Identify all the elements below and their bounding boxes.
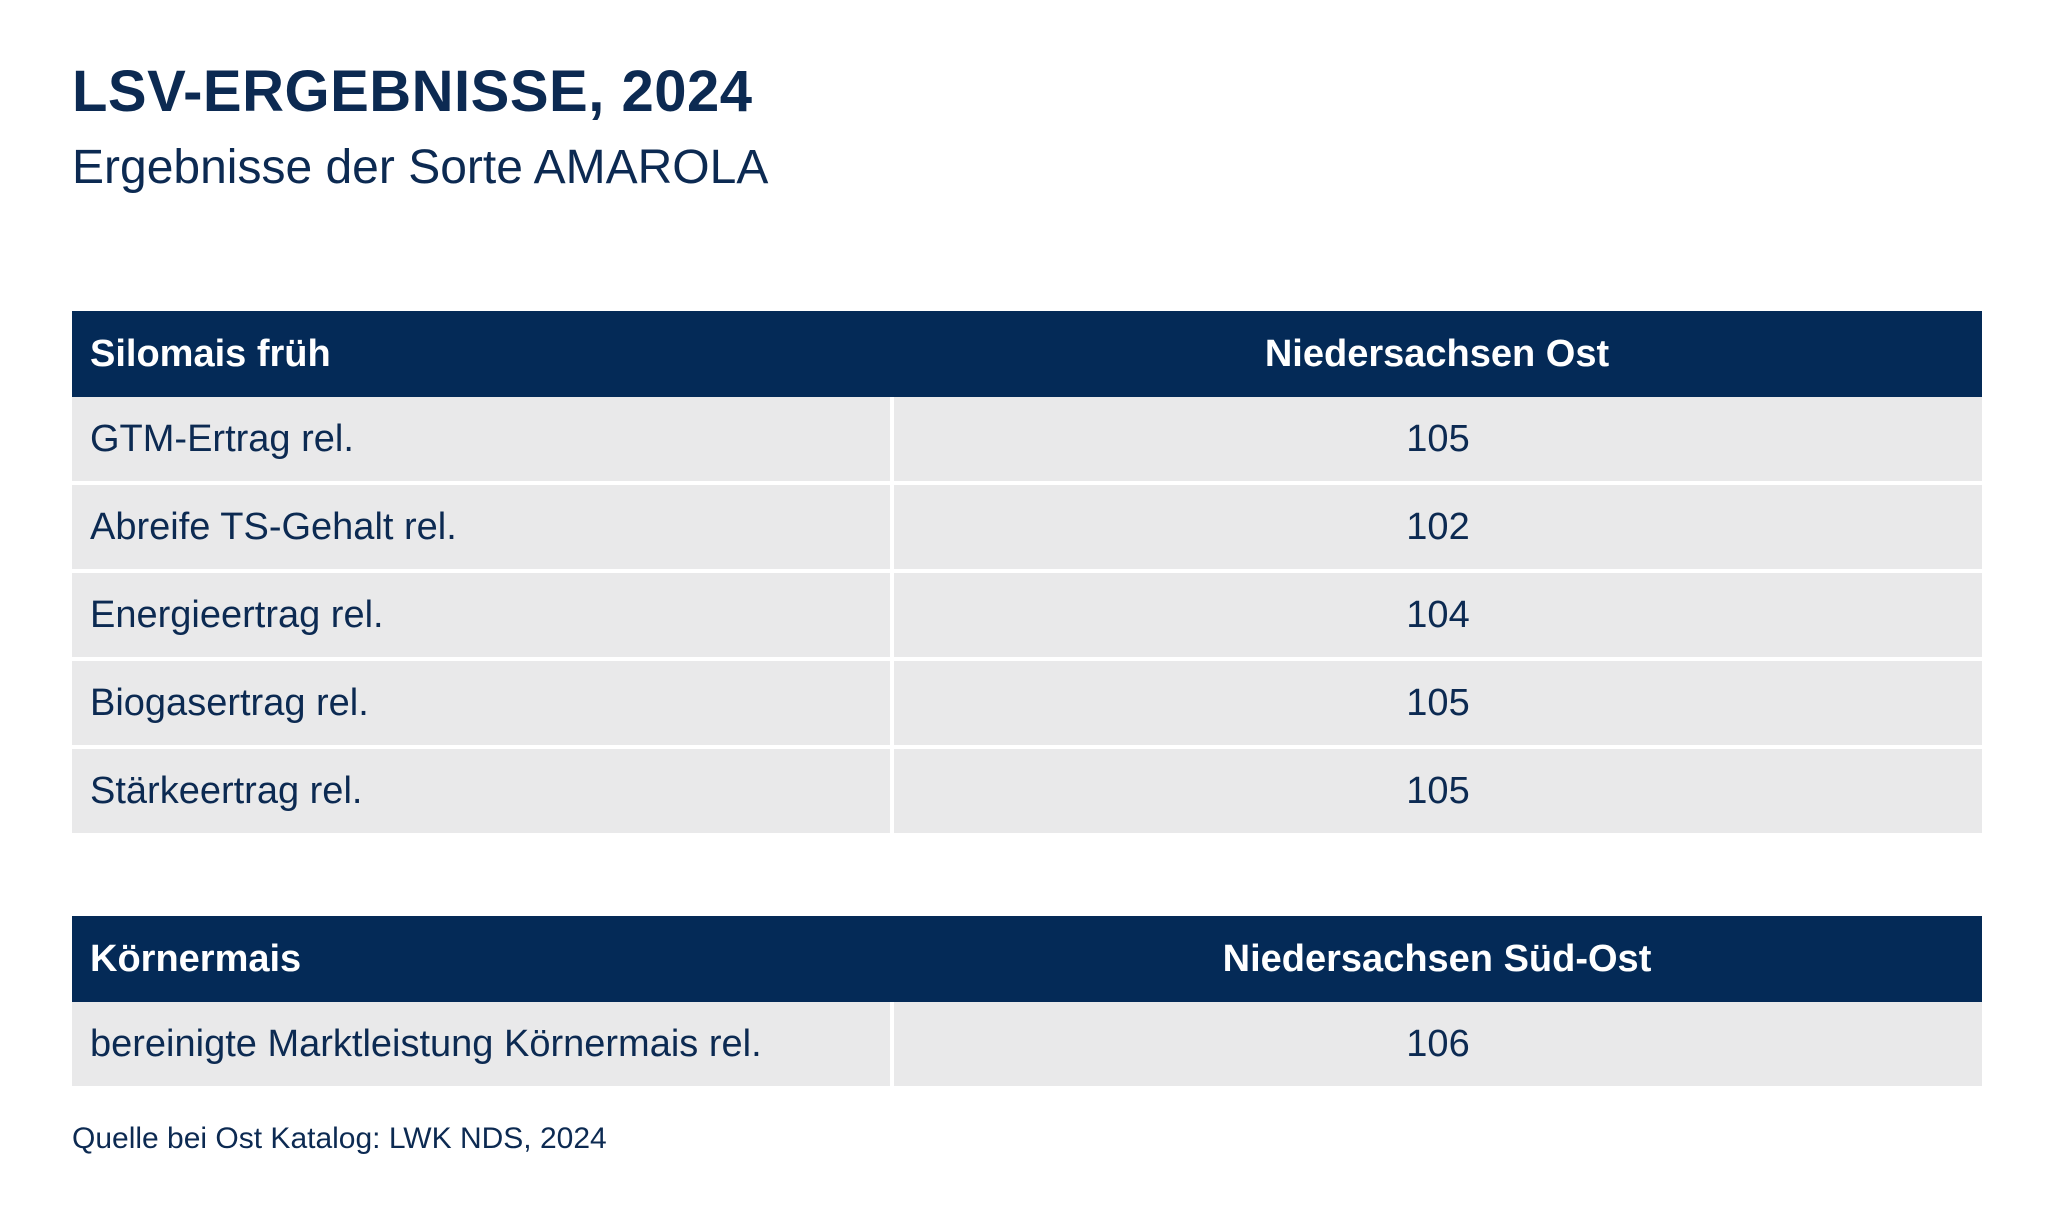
page: LSV-ERGEBNISSE, 2024 Ergebnisse der Sort… [72,0,1982,1216]
source-note: Quelle bei Ost Katalog: LWK NDS, 2024 [72,1122,607,1155]
table-row: Abreife TS-Gehalt rel. 102 [72,483,1982,573]
page-subtitle: Ergebnisse der Sorte AMAROLA [72,141,769,194]
table-row: bereinigte Marktleistung Körnermais rel.… [72,1002,1982,1086]
table-header-row: Silomais früh Niedersachsen Ost [72,311,1982,397]
table-row: GTM-Ertrag rel. 105 [72,397,1982,485]
row-label: Energieertrag rel. [72,571,894,661]
column-header-region: Niedersachsen Süd-Ost [892,916,1982,1002]
table-row: Energieertrag rel. 104 [72,571,1982,661]
row-label: bereinigte Marktleistung Körnermais rel. [72,1002,894,1086]
table-header-row: Körnermais Niedersachsen Süd-Ost [72,916,1982,1002]
row-value: 106 [892,1002,1982,1086]
row-label: Stärkeertrag rel. [72,747,894,833]
row-value: 102 [892,483,1982,573]
table-row: Biogasertrag rel. 105 [72,659,1982,749]
row-value: 104 [892,571,1982,661]
row-value: 105 [892,747,1982,833]
page-title: LSV-ERGEBNISSE, 2024 [72,59,753,124]
row-label: GTM-Ertrag rel. [72,397,894,485]
column-header-category: Silomais früh [72,311,892,397]
row-value: 105 [892,397,1982,485]
column-header-region: Niedersachsen Ost [892,311,1982,397]
column-header-category: Körnermais [72,916,892,1002]
row-value: 105 [892,659,1982,749]
row-label: Biogasertrag rel. [72,659,894,749]
koernermais-table: Körnermais Niedersachsen Süd-Ost bereini… [72,916,1982,1086]
row-label: Abreife TS-Gehalt rel. [72,483,894,573]
table-row: Stärkeertrag rel. 105 [72,747,1982,833]
silomais-table: Silomais früh Niedersachsen Ost GTM-Ertr… [72,311,1982,833]
